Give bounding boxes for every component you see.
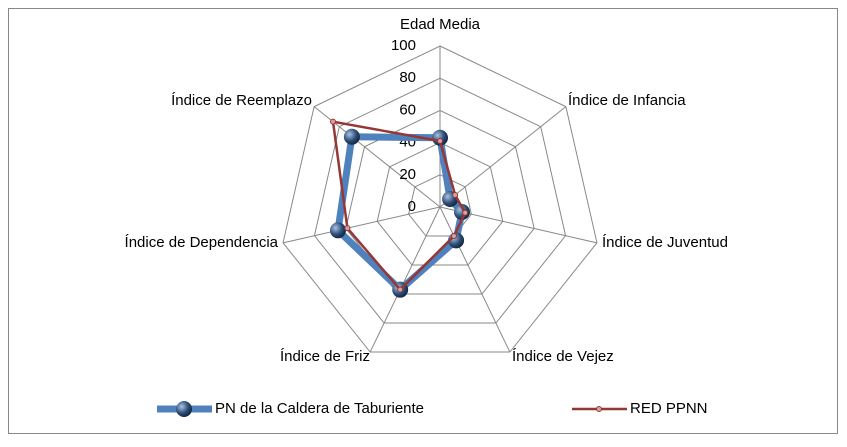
grid-ring: [376, 142, 504, 266]
r-tick-label: 60: [399, 101, 416, 118]
r-tick-label: 0: [408, 198, 416, 215]
legend-marker: [176, 401, 192, 417]
axis-spoke: [369, 206, 441, 353]
legend-marker: [596, 406, 602, 412]
point-marker: [437, 137, 443, 144]
grid-ring: [282, 45, 598, 353]
category-label: Índice de Infancia: [568, 92, 686, 109]
grid-ring: [345, 109, 535, 295]
grid-ring: [408, 174, 472, 237]
point-marker: [432, 129, 448, 146]
axis-spoke: [282, 206, 441, 244]
category-label: Índice de Dependencia: [125, 234, 279, 251]
point-marker: [329, 222, 346, 239]
point-marker: [344, 225, 351, 232]
category-label: Índice de Vejez: [512, 348, 614, 365]
point-marker: [462, 209, 469, 216]
point-marker: [343, 128, 360, 145]
category-label: Edad Media: [400, 16, 481, 33]
axis-spoke: [439, 206, 511, 353]
chart-border: [8, 8, 838, 434]
point-marker: [450, 233, 457, 240]
category-label: Índice de Juventud: [602, 234, 728, 251]
r-tick-label: 80: [399, 69, 416, 86]
category-label: Índice de Friz: [280, 348, 370, 365]
legend-label: PN de la Caldera de Taburiente: [215, 400, 424, 417]
r-tick-label: 100: [391, 37, 416, 54]
series-line: [331, 120, 467, 291]
r-tick-label: 20: [399, 166, 416, 183]
category-label: Índice de Reemplazo: [171, 92, 312, 109]
axis-spoke: [439, 106, 567, 208]
legend-label: RED PPNN: [630, 400, 708, 417]
point-marker: [397, 286, 404, 293]
point-marker: [453, 204, 470, 221]
point-marker: [330, 118, 337, 125]
point-marker: [452, 191, 459, 198]
